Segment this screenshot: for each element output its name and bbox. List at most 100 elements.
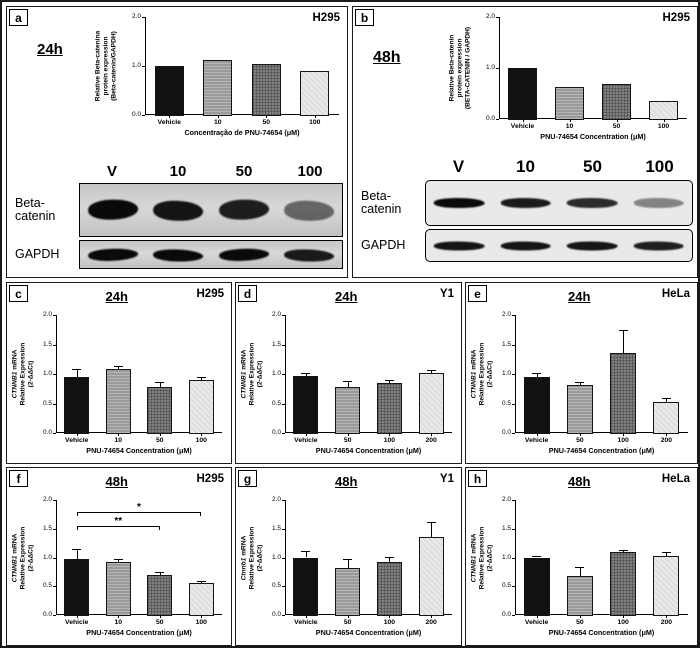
x-tick-label: 50 xyxy=(155,619,164,626)
x-axis-label: Concentração de PNU-74654 (μM) xyxy=(184,128,300,137)
bar xyxy=(602,84,631,120)
bar xyxy=(610,551,637,616)
panel-c: c 24h H295 CTNNB1 mRNA Relative Expressio… xyxy=(6,282,232,464)
error-bar-cap xyxy=(155,571,165,573)
error-bar xyxy=(389,556,391,562)
y-tick-label: 1.5 xyxy=(501,524,511,532)
x-tick xyxy=(266,115,268,118)
error-bar xyxy=(431,369,433,373)
error-bar xyxy=(623,329,625,354)
time-label: 48h xyxy=(568,474,591,489)
y-axis-label: Relative Beta-catenin protein expression(… xyxy=(448,5,471,131)
panel-letter: b xyxy=(355,9,374,26)
y-tick-label: 1.0 xyxy=(501,553,511,561)
y-axis-label-line: Relative Expression xyxy=(19,526,27,589)
error-bar xyxy=(536,373,538,377)
x-tick-label: Vehicle xyxy=(157,119,181,126)
blot-box xyxy=(79,183,343,237)
y-tick-label: 0.0 xyxy=(271,429,281,436)
x-tick xyxy=(623,433,625,436)
bar xyxy=(64,376,90,434)
mrna-bar-chart: CTNNB1 mRNA Relative Expression (2-ΔΔCt) 0.… xyxy=(10,490,230,643)
error-bar xyxy=(201,376,203,380)
y-tick xyxy=(53,315,56,316)
x-tick xyxy=(76,433,78,436)
y-tick xyxy=(53,374,56,375)
panel-letter: d xyxy=(238,285,257,302)
cell-line-label: H295 xyxy=(196,288,225,300)
y-tick-label: 1.5 xyxy=(501,340,511,348)
error-bar xyxy=(347,558,349,568)
protein-bar-chart: Relative Beta-catenina protein expression… xyxy=(93,9,345,145)
error-bar-cap xyxy=(618,550,628,552)
y-tick-label: 2.0 xyxy=(501,311,511,318)
x-tick xyxy=(118,615,120,618)
x-tick xyxy=(347,433,349,436)
panel-a: a 24h H295 Relative Beta-catenina protein… xyxy=(6,6,348,278)
x-tick-label: 100 xyxy=(383,619,396,626)
y-tick-label: 0.5 xyxy=(271,582,281,590)
x-tick xyxy=(431,433,433,436)
error-bar xyxy=(431,521,433,538)
y-tick-label: 0.5 xyxy=(271,399,281,407)
x-tick xyxy=(623,615,625,618)
plot-area xyxy=(145,17,339,115)
y-tick xyxy=(142,66,145,67)
y-tick-label: 2.0 xyxy=(501,496,511,503)
x-axis-label: PNU-74654 Concentration (μM) xyxy=(315,628,422,637)
y-tick xyxy=(512,374,515,375)
x-tick xyxy=(666,615,668,618)
y-tick-label: 2.0 xyxy=(485,13,495,20)
error-bar-cap xyxy=(343,558,353,560)
y-tick-label: 0.5 xyxy=(501,582,511,590)
blot-band xyxy=(87,198,139,221)
plot-area xyxy=(285,500,452,615)
bar xyxy=(147,574,173,616)
bar xyxy=(376,382,402,434)
time-label: 24h xyxy=(105,289,128,304)
y-axis-label-line: Relative Expression xyxy=(248,526,256,589)
blot-row-label: Beta-catenin xyxy=(361,188,402,216)
y-tick xyxy=(53,500,56,501)
blot-row: Beta-catenin xyxy=(15,183,343,237)
blot-lane-labels: V 10 50 100 xyxy=(425,157,693,177)
error-bar-cap xyxy=(196,581,206,583)
mrna-bar-chart: CTNNB1 mRNA Relative Expression (2-ΔΔCt) 0.… xyxy=(10,305,230,461)
bar xyxy=(418,537,444,616)
bar xyxy=(64,558,90,616)
x-tick xyxy=(389,433,391,436)
y-axis-label-line: CTNNB1 mRNA xyxy=(470,533,478,582)
error-bar-cap xyxy=(661,551,671,553)
x-tick-label: Vehicle xyxy=(510,123,535,130)
plot-area xyxy=(515,500,688,615)
significance-bracket xyxy=(76,525,160,530)
blot-band xyxy=(566,198,618,208)
blot-band xyxy=(500,241,552,250)
bar xyxy=(203,60,233,116)
blot-band xyxy=(433,198,485,208)
bar xyxy=(653,556,680,616)
significance-label: * xyxy=(137,501,141,513)
error-bar xyxy=(389,379,391,383)
panel-letter: c xyxy=(9,285,28,302)
bar xyxy=(566,384,593,434)
y-axis-label-line: (BETA-CATENIN / GAPDH) xyxy=(463,26,471,110)
x-tick xyxy=(305,615,307,618)
y-tick xyxy=(512,403,515,405)
blot-band xyxy=(218,247,269,262)
y-tick xyxy=(53,557,56,559)
y-tick-label: 2.0 xyxy=(271,311,281,318)
error-bar xyxy=(347,381,349,387)
panel-g: g 48h Y1 Ctnnb1 mRNA Relative Expression(… xyxy=(235,467,462,646)
bar xyxy=(300,70,330,116)
error-bar-cap xyxy=(384,556,394,558)
error-bar xyxy=(76,549,78,559)
error-bar xyxy=(305,550,307,558)
y-tick xyxy=(282,315,285,316)
bar xyxy=(105,369,131,434)
x-tick-label: 10 xyxy=(565,123,574,130)
blot-box xyxy=(79,240,343,269)
x-tick xyxy=(522,119,524,122)
x-axis-label: PNU-74654 Concentration (μM) xyxy=(540,132,646,141)
x-tick-label: Vehicle xyxy=(524,437,549,444)
